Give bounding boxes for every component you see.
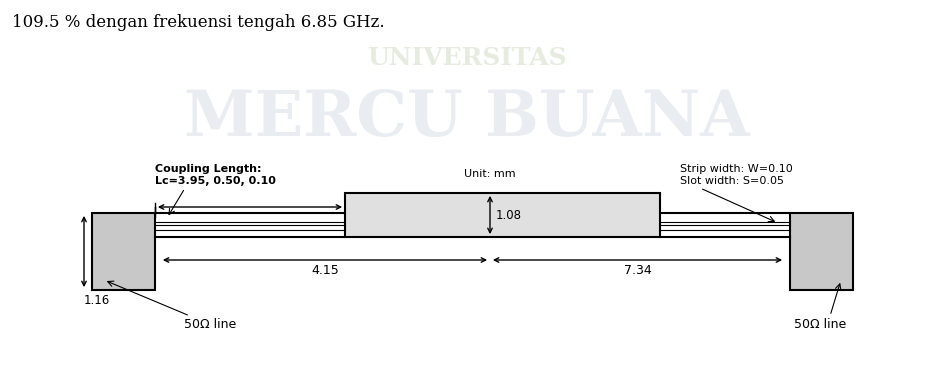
Text: Strip width: W=0.10: Strip width: W=0.10 xyxy=(680,164,793,174)
Text: Slot width: S=0.05: Slot width: S=0.05 xyxy=(680,176,784,186)
Text: 7.34: 7.34 xyxy=(624,264,651,277)
Text: 50Ω line: 50Ω line xyxy=(184,318,236,331)
Text: UNIVERSITAS: UNIVERSITAS xyxy=(367,46,567,70)
Text: 1.08: 1.08 xyxy=(496,208,522,221)
Text: Unit: mm: Unit: mm xyxy=(464,169,516,179)
Bar xyxy=(92,213,155,290)
Bar xyxy=(345,193,660,237)
Text: 1.16: 1.16 xyxy=(84,294,110,307)
Text: 109.5 % dengan frekuensi tengah 6.85 GHz.: 109.5 % dengan frekuensi tengah 6.85 GHz… xyxy=(12,14,385,31)
Bar xyxy=(790,213,853,290)
Text: Lc=3.95, 0.50, 0.10: Lc=3.95, 0.50, 0.10 xyxy=(155,176,276,186)
Text: MERCU BUANA: MERCU BUANA xyxy=(184,87,750,148)
Text: 50Ω line: 50Ω line xyxy=(794,318,846,331)
Text: 4.15: 4.15 xyxy=(311,264,339,277)
Text: Coupling Length:: Coupling Length: xyxy=(155,164,262,174)
